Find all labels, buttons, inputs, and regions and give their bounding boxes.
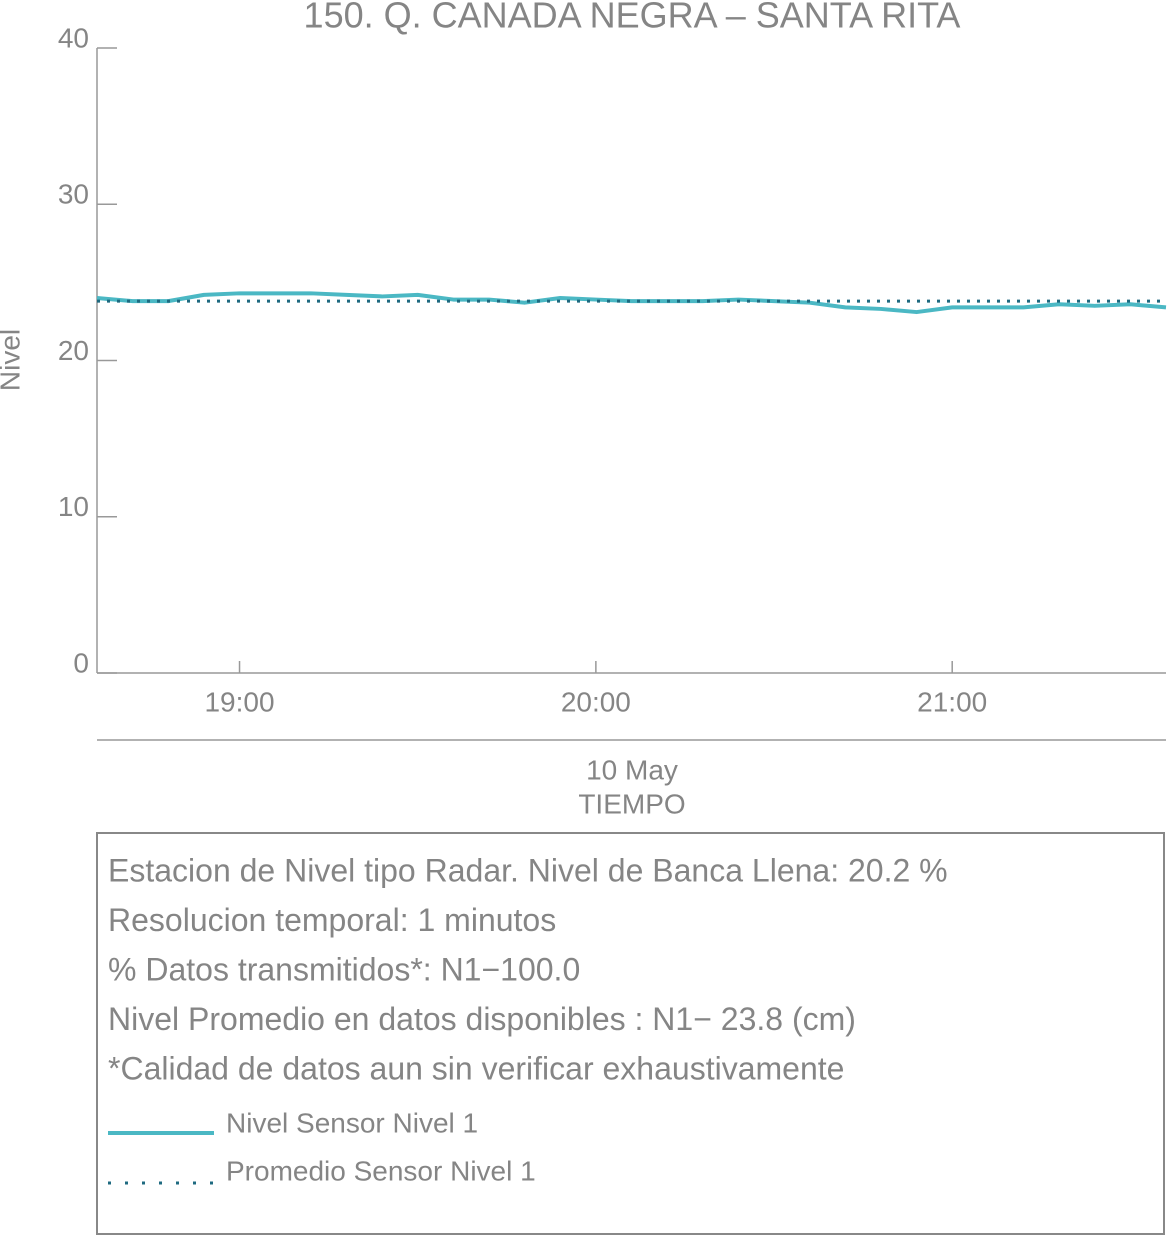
- y-tick-label: 40: [58, 22, 89, 53]
- data-line: [96, 291, 1167, 315]
- y-tick-label: 10: [58, 491, 89, 522]
- legend-label: Nivel Sensor Nivel 1: [226, 1107, 478, 1138]
- x-axis-label: TIEMPO: [578, 788, 685, 819]
- info-line: Nivel Promedio en datos disponibles : N1…: [108, 1001, 856, 1037]
- y-tick-label: 20: [58, 335, 89, 366]
- y-tick-label: 0: [73, 647, 89, 678]
- info-line: Estacion de Nivel tipo Radar. Nivel de B…: [108, 852, 948, 888]
- x-tick-label: 21:00: [917, 686, 987, 717]
- info-box: [96, 832, 1165, 1235]
- chart-title: 150. Q. CANADA NEGRA – SANTA RITA: [304, 0, 961, 36]
- info-line: *Calidad de datos aun sin verificar exha…: [108, 1050, 844, 1086]
- y-tick-label: 30: [58, 179, 89, 210]
- info-line: Resolucion temporal: 1 minutos: [108, 902, 556, 938]
- x-tick-label: 20:00: [561, 686, 631, 717]
- date-label: 10 May: [586, 754, 678, 785]
- info-line: % Datos transmitidos*: N1−100.0: [108, 951, 580, 987]
- y-axis-label: Nivel: [0, 329, 25, 391]
- x-tick-label: 19:00: [204, 686, 274, 717]
- legend-label: Promedio Sensor Nivel 1: [226, 1155, 536, 1186]
